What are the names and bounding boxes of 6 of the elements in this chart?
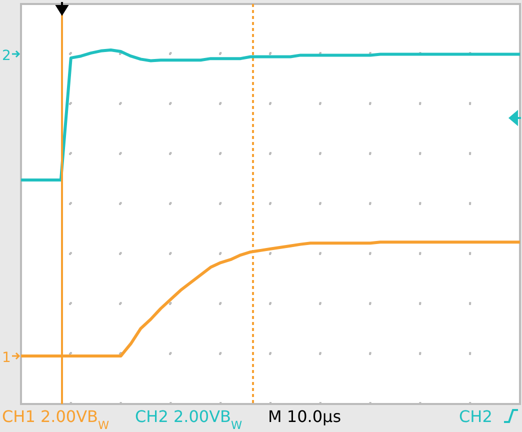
text: CH2 2.00VB$_{W}$ <box>135 407 242 432</box>
text: 2 <box>2 48 11 64</box>
text: CH2 <box>459 407 492 426</box>
text: CH1 2.00VB$_{W}$ <box>2 407 110 432</box>
text: 1 <box>2 350 11 366</box>
text: M 10.0µs <box>268 407 342 426</box>
